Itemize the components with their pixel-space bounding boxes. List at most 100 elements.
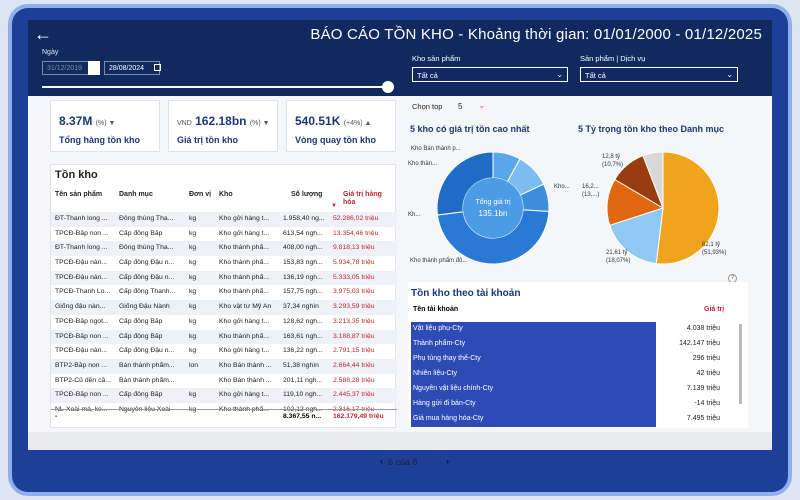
table-row[interactable]: ĐT-Thanh long ... Đông thùng Tha... kg Kho … <box>51 212 397 227</box>
table-cell: Kho Bán thành ... <box>219 361 272 369</box>
table-cell: Kho gởi hàng t... <box>219 347 270 355</box>
table-cell: 2.588,28 triệu <box>333 376 375 384</box>
account-value: -14 triệu <box>694 400 720 407</box>
table-row[interactable]: BTP2-Bắp non ... Bán thành phẩm... lon Kho … <box>51 358 397 374</box>
table-row[interactable]: TPCĐ-Thanh Lo... Cấp đông Thanh... kg Kho t… <box>51 285 397 300</box>
table-row[interactable]: Vật liệu phụ-Cty 4.038 triệu <box>411 322 724 337</box>
scrollbar[interactable] <box>739 324 742 404</box>
table-cell: 52.286,02 triệu <box>333 215 379 222</box>
col-header[interactable]: Số lượng <box>291 191 323 198</box>
table-row[interactable]: BTP2-Củ dền cắ... Bán thành phẩm... Kho Bá… <box>51 374 397 389</box>
date-to-input[interactable]: 28/08/2024 <box>104 61 160 75</box>
account-name: Phụ tùng thay thế-Cty <box>411 352 656 367</box>
table-cell: 119,10 ngh... <box>283 391 323 399</box>
chevron-left-icon[interactable]: ‹ <box>380 456 383 466</box>
date-slider-handle[interactable] <box>382 81 394 93</box>
back-arrow-icon[interactable]: ← <box>34 24 52 44</box>
table-row[interactable]: Giá mua hàng hóa-Cty 7.495 triệu <box>411 412 724 427</box>
top-n-label: Chọn top <box>412 102 443 111</box>
pie-slice[interactable] <box>609 207 664 265</box>
table-row[interactable]: ĐT-Thanh long ... Đông thùng Tha... kg Kho … <box>51 241 397 257</box>
table-cell: 3.975,03 triệu <box>333 288 375 296</box>
filter-sanpham-dropdown[interactable]: Tất cả ⌄ <box>580 67 738 82</box>
account-name: Hàng gửi đi bán-Cty <box>411 397 656 412</box>
table-cell: TPCĐ-Đậu nàn... <box>55 347 108 355</box>
date-label: Ngày <box>42 49 59 56</box>
table-row[interactable]: TPCĐ-Đậu nàn... Cấp đông Đậu n... kg Kho th… <box>51 270 397 286</box>
report-title: BÁO CÁO TỒN KHO - Khoảng thời gian: 01/0… <box>310 26 762 43</box>
table-cell: 5.934,78 triệu <box>333 259 375 267</box>
table-cell: 201,11 ngh... <box>283 376 323 384</box>
kpi-value: 8.37M (%) ▼ <box>59 114 116 128</box>
table-cell: kg <box>189 317 197 325</box>
account-value: 42 triệu <box>696 370 720 377</box>
table-cell: 5.333,05 triệu <box>333 273 375 281</box>
table-cell: kg <box>189 229 197 237</box>
account-table-title: Tồn kho theo tài khoản <box>411 288 521 299</box>
col-header[interactable]: Kho <box>219 191 233 198</box>
calendar-icon[interactable] <box>154 64 161 71</box>
table-cell: Cấp đông Bắp <box>119 229 163 237</box>
table-row[interactable]: TPCĐ-Bắp ngọt... Cấp đông Bắp kg Kho gởi hà… <box>51 315 397 330</box>
table-cell: BTP2-Bắp non ... <box>55 361 108 369</box>
account-name: Vật liệu phụ-Cty <box>411 322 656 337</box>
col-header[interactable]: Giá trị <box>704 306 725 313</box>
table-cell: 3.188,87 triệu <box>333 332 375 340</box>
table-cell: 408,00 ngh... <box>283 244 323 252</box>
pie-slice[interactable] <box>642 151 664 209</box>
table-cell: Bán thành phẩm... <box>119 361 175 369</box>
table-cell: 128,62 ngh... <box>283 317 323 325</box>
top-n-value[interactable]: 5 <box>458 102 463 111</box>
table-cell: Giống Đậu Nành <box>119 303 170 311</box>
table-row[interactable]: Giống đậu nàn... Giống Đậu Nành kg Kho vật … <box>51 300 397 315</box>
table-row[interactable]: TPCĐ-Bắp non ... Cấp đông Bắp kg Kho gởi hà… <box>51 388 397 403</box>
account-name: Giá mua hàng hóa-Cty <box>411 412 656 427</box>
table-row[interactable]: Thành phẩm-Cty 142.147 triệu <box>411 337 724 352</box>
pie-slice-label: (51,93%) <box>702 250 726 256</box>
table-row[interactable]: TPCĐ-Đậu nàn... Cấp đông Đậu n... kg Kho th… <box>51 256 397 271</box>
table-row[interactable]: Nhiên liệu-Cty 42 triệu <box>411 367 724 382</box>
table-cell: Kho Bán thành ... <box>219 376 272 384</box>
table-total-row: - 8.367,55 n... 162.179,49 triệu <box>51 409 397 425</box>
table-title: Tồn kho <box>55 169 98 181</box>
table-row[interactable]: TPCĐ-Đậu nàn... Cấp đông Đậu n... kg Kho gở… <box>51 344 397 359</box>
table-cell: kg <box>189 391 197 399</box>
table-row[interactable]: TPCĐ-Bắp non ... Cấp đông Bắp kg Kho thành … <box>51 329 397 345</box>
table-cell: Kho gởi hàng t... <box>219 229 270 237</box>
filter-label-sanpham: Sản phẩm | Dịch vụ <box>580 54 646 63</box>
table-row[interactable]: TPCĐ-Bắp non ... Cấp đông Bắp kg Kho gởi hà… <box>51 227 397 242</box>
date-slider-track[interactable] <box>42 86 390 88</box>
col-header[interactable]: Danh mục <box>119 191 153 198</box>
donut-center-label: Tổng giá trị <box>475 198 510 206</box>
table-cell: Cấp đông Đậu n... <box>119 273 175 281</box>
filter-kho-dropdown[interactable]: Tất cả ⌄ <box>412 67 568 82</box>
col-header[interactable]: Tên sản phẩm <box>55 191 103 198</box>
col-header-sorted[interactable]: Giá trị hàng hóa <box>343 191 382 206</box>
table-cell: Kho thành phẩ... <box>219 288 269 296</box>
table-cell: BTP2-Củ dền cắ... <box>55 376 111 384</box>
pie-slice[interactable] <box>655 151 720 265</box>
table-row[interactable]: Nguyên vật liệu chính-Cty 7.139 triệu <box>411 382 724 397</box>
col-header[interactable]: Đơn vị <box>189 191 212 198</box>
pie-slice-label: (18,07%) <box>606 258 630 264</box>
table-row[interactable]: Hàng gửi đi bán-Cty -14 triệu <box>411 397 724 412</box>
donut-center <box>463 178 523 238</box>
table-cell: Cấp đông Bắp <box>119 332 163 340</box>
table-cell: Cấp đông Đậu n... <box>119 259 175 267</box>
table-cell: 13.354,46 triệu <box>333 229 379 237</box>
account-value: 7.139 triệu <box>686 385 720 392</box>
donut-center-value: 135.1bn <box>479 209 508 218</box>
date-from-picker[interactable] <box>88 61 100 75</box>
table-cell: 2.445,37 triệu <box>333 391 375 399</box>
pie-chart: 12,8 tỷ (10,7%) 16,2... (13,...) 21,61 t… <box>582 151 726 265</box>
table-row[interactable]: Phụ tùng thay thế-Cty 296 triệu <box>411 352 724 367</box>
pie-slice-label: (13,...) <box>582 192 599 198</box>
table-cell: kg <box>189 288 197 296</box>
sort-desc-icon: ▼ <box>331 203 337 209</box>
chevron-down-icon[interactable]: ⌄ <box>478 100 486 110</box>
table-cell: kg <box>189 303 197 311</box>
table-cell: Bán thành phẩm... <box>119 376 175 384</box>
col-header[interactable]: Tên tài khoản <box>413 306 459 313</box>
account-table-panel: Tồn kho theo tài khoản Tên tài khoản Giá… <box>408 282 748 428</box>
chevron-right-icon[interactable]: › <box>446 456 449 466</box>
